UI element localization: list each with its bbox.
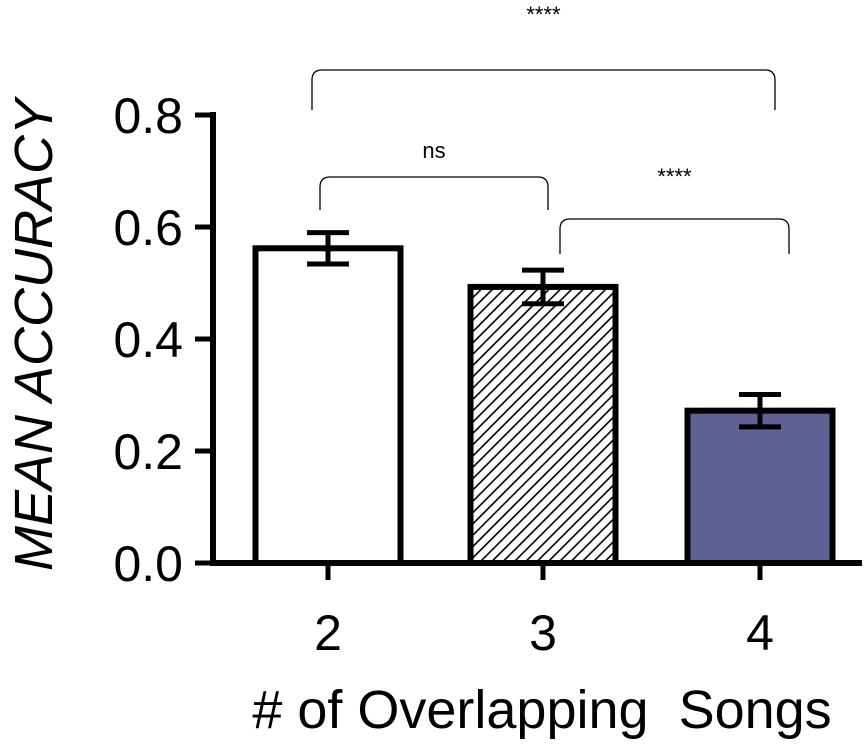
x-axis-label: # of Overlapping Songs [252,680,831,740]
error-bar-2 [307,230,349,267]
bar-2 [252,245,404,566]
significance-bracket [311,69,776,110]
significance-bracket [559,218,790,254]
bar-3 [467,283,619,566]
significance-bracket [319,176,549,210]
y-tick-label: 0.4 [113,312,183,368]
y-tick-label: 0.0 [113,536,183,592]
axes: 0.0 0.2 0.4 0.6 0.8 2 3 4 [113,88,862,661]
error-bar-3 [522,267,564,307]
significance-label: **** [657,164,692,189]
x-tick-label: 4 [746,605,774,661]
significance-label: ns [422,138,445,163]
x-tick-label: 3 [529,605,557,661]
bar-4 [684,407,836,566]
significance-label: **** [526,2,561,27]
y-tick-label: 0.6 [113,200,183,256]
error-bar-4 [739,391,781,430]
bars [252,230,836,566]
y-tick-label: 0.8 [113,88,183,144]
y-axis-label: MEAN ACCURACY [4,95,64,571]
y-tick-label: 0.2 [113,424,183,480]
x-tick-label: 2 [314,605,342,661]
significance-annotations: **** ns **** [311,2,790,254]
